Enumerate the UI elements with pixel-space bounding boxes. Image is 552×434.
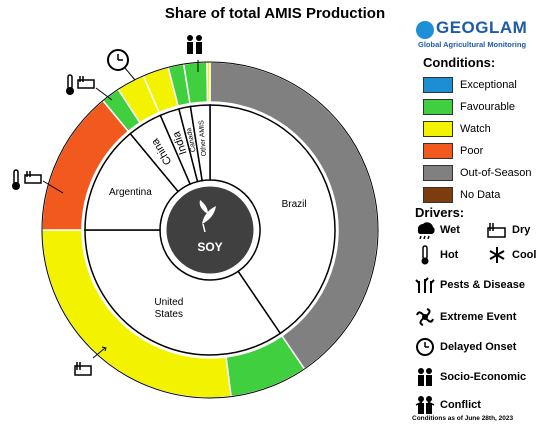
legend-item: Poor [423,140,532,162]
legend-swatch [423,77,453,93]
legend-item: Out-of-Season [423,162,532,184]
conditions-legend: Exceptional Favourable Watch Poor Out-of… [423,74,532,206]
driver-wet: Wet [415,220,460,240]
conditions-ring [41,61,379,399]
driver-pests-disease: Pests & Disease [415,275,525,295]
soy-plant-icon [199,200,216,233]
country-label: Other AMIS [198,120,208,157]
country-label: Argentina [109,187,152,198]
driver-label: Extreme Event [440,311,517,323]
dry-icon [74,346,107,376]
legend-label: Favourable [460,101,516,113]
drivers-title: Drivers: [415,205,465,220]
country-label: United States [154,296,183,319]
legend-swatch [423,99,453,115]
conflict-icon [187,35,202,72]
geoglam-logo: GEOGLAM Global Agricultural Monitoring [416,18,548,52]
country-ring [84,104,336,356]
wet-icon [415,220,435,240]
driver-cool: Cool [487,245,536,265]
socio-economic-icon [415,367,435,387]
driver-socio-economic: Socio-Economic [415,367,526,387]
legend-item: Exceptional [423,74,532,96]
legend-item: Watch [423,118,532,140]
driver-conflict: Conflict [415,395,481,415]
driver-label: Pests & Disease [440,279,525,291]
cool-icon [487,245,507,265]
dry-icon [487,220,507,240]
driver-hot: Hot [415,245,458,265]
logo-name: GEOGLAM [436,18,528,37]
legend-label: Watch [460,123,491,135]
legend-swatch [423,121,453,137]
drivers-legend: Wet Dry Hot Cool Pests & Disease Extreme… [415,220,550,420]
delayed-onset-icon [415,337,435,357]
conflict-icon [415,395,435,415]
conditions-title: Conditions: [423,55,496,70]
driver-label: Delayed Onset [440,341,517,353]
driver-label: Dry [512,224,531,236]
logo-subtitle: Global Agricultural Monitoring [418,40,527,49]
driver-delayed-onset: Delayed Onset [415,337,516,357]
country-label: Canada [186,127,198,153]
condition-segment [206,61,211,103]
legend-swatch [423,187,453,203]
country-segment [84,229,282,356]
footnote: Conditions as of June 28th, 2023 [412,415,514,422]
hot-icon [415,245,435,265]
pests-disease-icon [415,275,435,295]
country-segment [189,104,211,182]
center-circle [163,183,257,277]
country-label: Brazil [282,199,307,210]
country-segment [209,104,336,335]
outer-ring-border [41,61,379,399]
legend-label: Out-of-Season [460,167,532,179]
driver-label: Wet [440,224,460,236]
hot-icon [12,169,20,190]
chart-title: Share of total AMIS Production [164,5,386,22]
driver-label: Hot [440,249,459,261]
center-label: SOY [197,240,222,254]
driver-label: Socio-Economic [440,371,527,383]
hot-icon [66,74,74,95]
driver-label: Conflict [440,399,481,411]
legend-label: Exceptional [460,79,517,91]
delayed-onset-icon [107,49,136,81]
legend-swatch [423,143,453,159]
extreme-event-icon [415,307,435,327]
legend-swatch [423,165,453,181]
driver-dry: Dry [487,220,530,240]
dry-icon [77,76,113,101]
driver-label: Cool [512,249,537,261]
legend-label: No Data [460,189,501,201]
driver-extreme-event: Extreme Event [415,307,516,327]
globe-icon [416,21,434,39]
legend-item: No Data [423,184,532,206]
legend-item: Favourable [423,96,532,118]
dry-icon [24,171,64,194]
legend-label: Poor [460,145,484,157]
